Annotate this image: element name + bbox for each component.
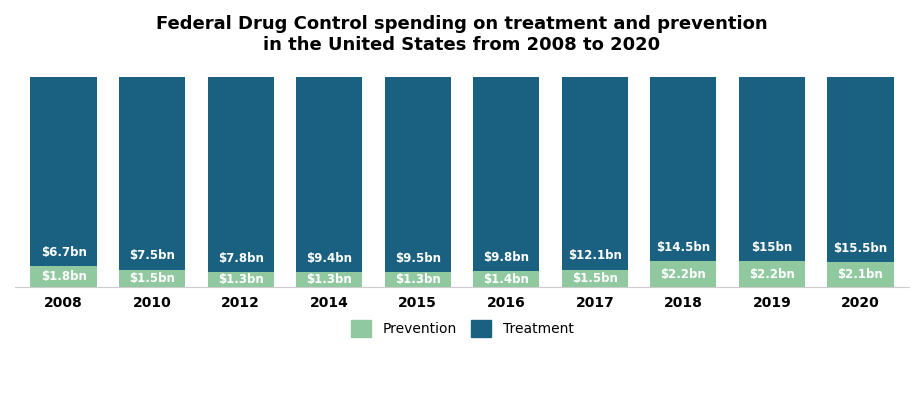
Bar <box>208 272 274 288</box>
Text: $2.2bn: $2.2bn <box>749 268 795 281</box>
Bar <box>30 77 97 266</box>
Bar <box>738 77 805 261</box>
Bar <box>562 270 628 288</box>
Bar <box>562 77 628 270</box>
Bar <box>119 77 186 270</box>
Bar <box>473 271 540 288</box>
Text: $12.1bn: $12.1bn <box>568 249 622 262</box>
Bar <box>650 77 716 261</box>
Bar <box>296 77 362 272</box>
Text: $9.5bn: $9.5bn <box>395 252 441 265</box>
Text: $1.3bn: $1.3bn <box>218 273 263 286</box>
Text: $15bn: $15bn <box>751 241 793 254</box>
Text: $6.7bn: $6.7bn <box>41 246 87 259</box>
Bar <box>296 272 362 288</box>
Bar <box>473 77 540 271</box>
Bar <box>738 261 805 288</box>
Text: $1.5bn: $1.5bn <box>129 272 176 285</box>
Bar <box>30 266 97 288</box>
Text: $7.5bn: $7.5bn <box>129 249 176 262</box>
Bar <box>208 77 274 272</box>
Bar <box>384 272 451 288</box>
Text: $1.3bn: $1.3bn <box>307 273 352 286</box>
Bar <box>384 77 451 272</box>
Text: $7.8bn: $7.8bn <box>218 252 263 265</box>
Bar <box>827 77 894 262</box>
Text: $9.8bn: $9.8bn <box>483 251 529 264</box>
Bar <box>650 261 716 288</box>
Text: $1.5bn: $1.5bn <box>572 272 618 285</box>
Bar <box>119 270 186 288</box>
Title: Federal Drug Control spending on treatment and prevention
in the United States f: Federal Drug Control spending on treatme… <box>156 15 768 54</box>
Text: $15.5bn: $15.5bn <box>833 242 887 255</box>
Bar <box>827 262 894 288</box>
Text: $14.5bn: $14.5bn <box>656 241 711 254</box>
Text: $2.1bn: $2.1bn <box>837 268 883 282</box>
Text: $2.2bn: $2.2bn <box>661 268 706 281</box>
Text: $9.4bn: $9.4bn <box>306 252 352 265</box>
Text: $1.4bn: $1.4bn <box>483 273 529 286</box>
Text: $1.3bn: $1.3bn <box>395 273 441 286</box>
Text: $1.8bn: $1.8bn <box>41 270 87 283</box>
Legend: Prevention, Treatment: Prevention, Treatment <box>345 315 579 342</box>
